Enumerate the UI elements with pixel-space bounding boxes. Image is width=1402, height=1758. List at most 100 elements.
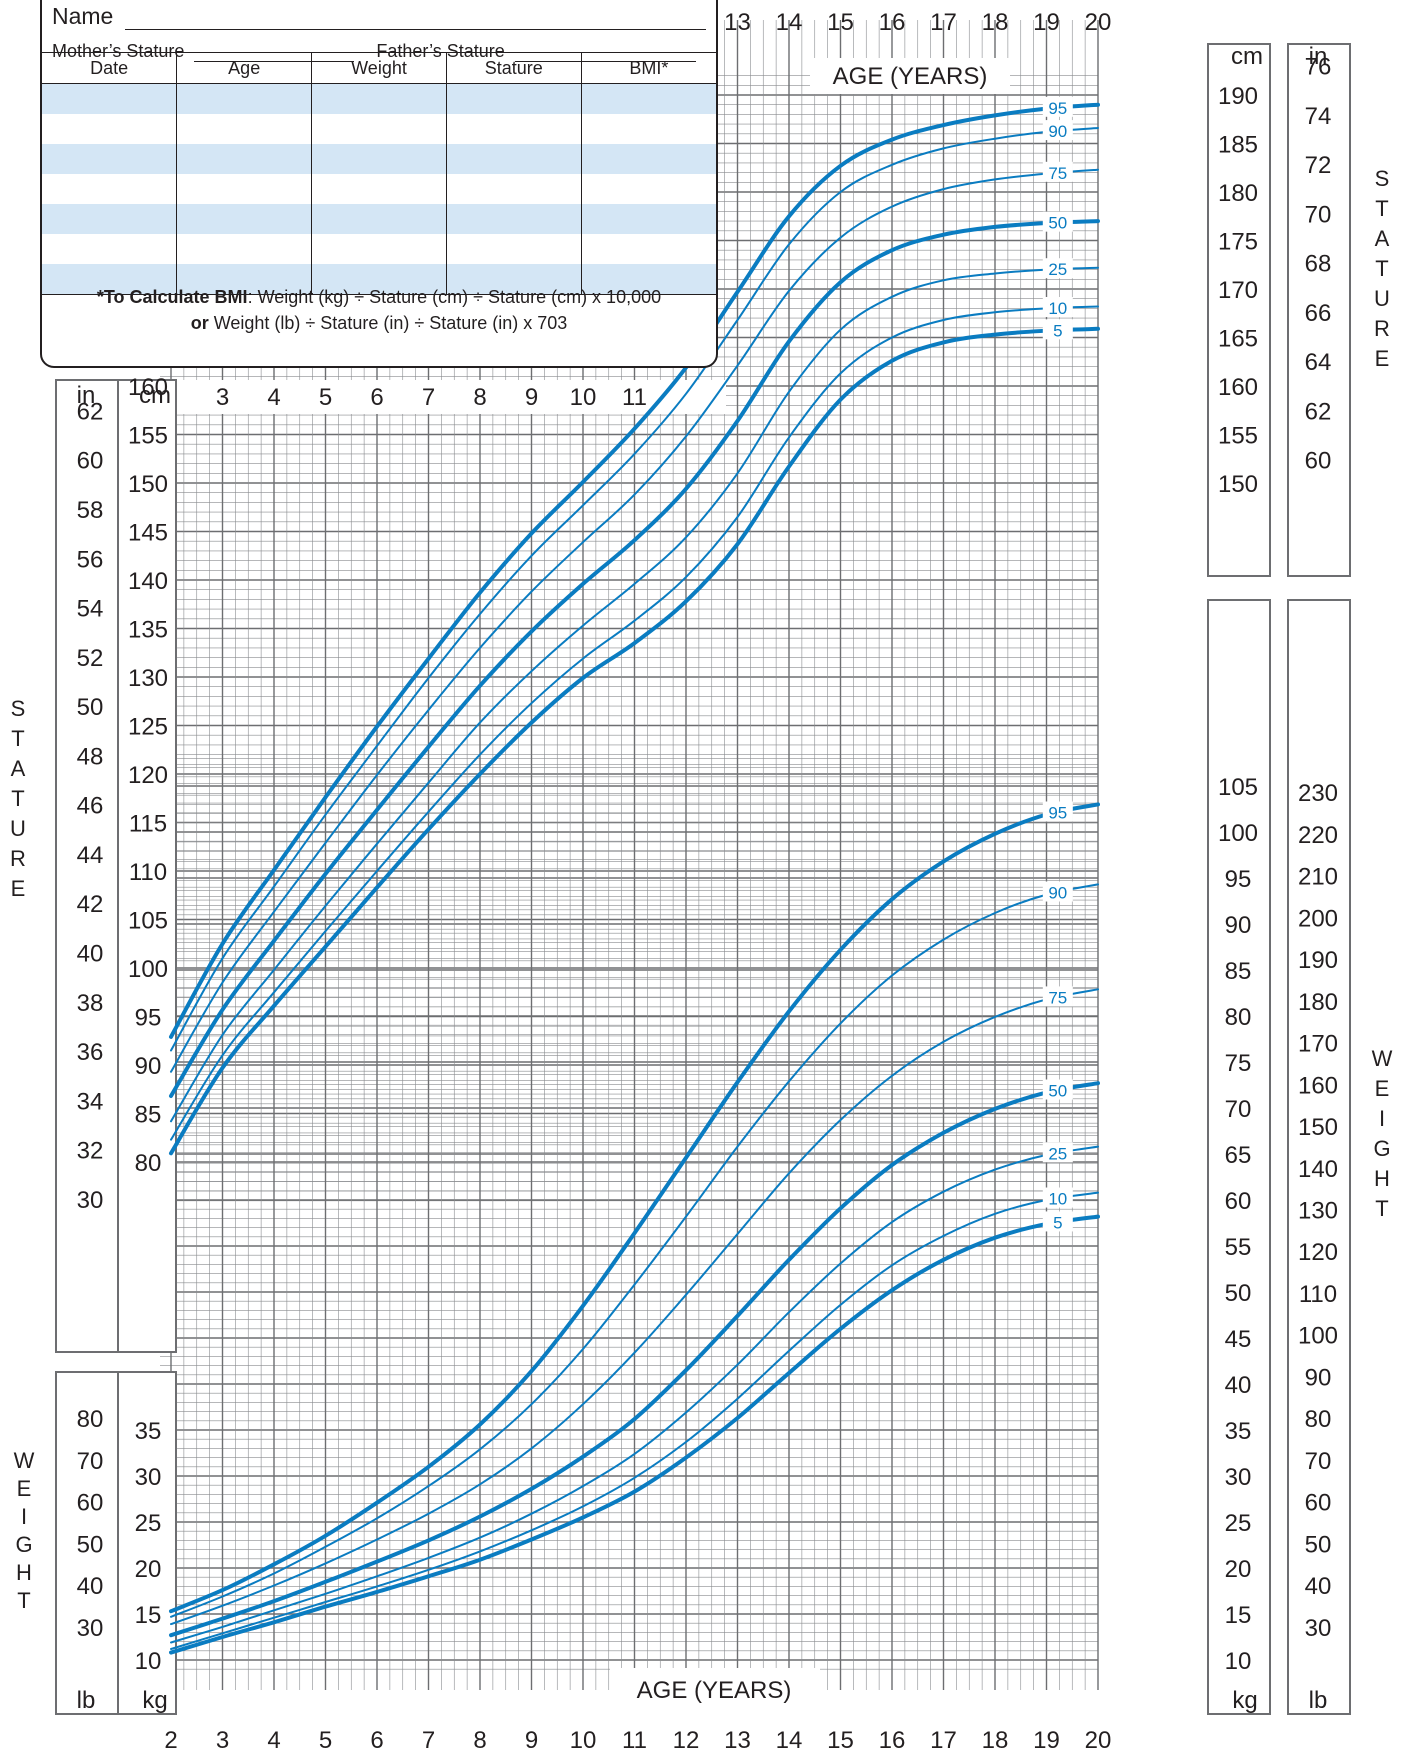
table-row [42,204,716,234]
table-cell[interactable] [580,114,716,144]
left-weight-kg-scale [117,1371,177,1715]
age-tick-bottom: 11 [622,1727,647,1754]
table-cell[interactable] [311,264,447,295]
label-bg [1220,1649,1256,1675]
table-cell[interactable] [176,264,312,295]
table-cell[interactable] [445,83,582,114]
weight-kg-tick: 10 [1225,1648,1252,1675]
stature-in-tick: 30 [77,1187,104,1214]
table-cell[interactable] [311,83,447,114]
stature-percentile-label-75: 75 [1048,164,1067,183]
label-bg [1220,1327,1256,1353]
table-cell[interactable] [42,114,177,144]
stature-cm-tick: 160 [1218,374,1258,401]
unit-lb-left: lb [77,1687,96,1714]
table-cell[interactable] [445,204,582,234]
stature-in-tick: 50 [77,694,104,721]
label-bg [1213,423,1263,450]
table-cell[interactable] [176,234,312,264]
age-tick-bottom: 17 [930,1727,957,1754]
age-tick-bottom: 2 [164,1727,177,1754]
weight-lb-tick: 50 [77,1531,104,1558]
age-tick-mid: 7 [422,384,435,411]
col-bmi: BMI* [580,52,716,84]
table-cell[interactable] [42,264,177,295]
stature-cm-tick: 175 [1218,229,1258,256]
weight-kg-tick: 35 [135,1418,162,1445]
table-cell[interactable] [311,174,447,204]
stature-in-tick: 62 [1305,398,1332,425]
weight-percentile-label-25: 25 [1048,1144,1067,1163]
table-cell[interactable] [176,144,312,174]
stature-in-tick: 34 [77,1088,104,1115]
table-cell[interactable] [445,144,582,174]
table-cell[interactable] [311,144,447,174]
bmi-or: or [190,313,209,333]
scale-fill [1289,601,1349,1713]
table-cell[interactable] [42,144,177,174]
label-bg [1220,1051,1256,1077]
right-weight-lb-scale [1287,599,1351,1715]
table-cell[interactable] [42,174,177,204]
table-cell[interactable] [580,204,716,234]
table-cell[interactable] [580,144,716,174]
table-cell[interactable] [42,234,177,264]
table-cell[interactable] [42,83,177,114]
table-cell[interactable] [176,174,312,204]
age-tick-bottom: 8 [473,1727,486,1754]
stature-in-tick: 56 [77,546,104,573]
stature-in-tick: 36 [77,1039,104,1066]
weight-curve-p95 [169,802,1100,1614]
measurement-table: Date Age Weight Stature BMI* [42,52,716,295]
table-cell[interactable] [580,234,716,264]
table-cell[interactable] [176,204,312,234]
table-cell[interactable] [445,174,582,204]
table-cell[interactable] [42,204,177,234]
age-tick-mid: 5 [319,384,332,411]
table-cell[interactable] [580,174,716,204]
stature-cm-tick: 85 [135,1102,162,1129]
weight-lb-tick: 30 [77,1615,104,1642]
weight-lb-tick: 70 [77,1448,104,1475]
age-tick-bottom: 19 [1033,1727,1060,1754]
age-tick-top: 18 [982,9,1009,36]
table-cell[interactable] [445,264,582,295]
weight-curve-p25 [170,1145,1099,1644]
table-cell[interactable] [580,264,716,295]
stature-axis-title-right-letter: T [1375,196,1388,221]
weight-kg-tick: 25 [1225,1510,1252,1537]
weight-kg-tick: 90 [1225,912,1252,939]
age-tick-top: 15 [827,9,854,36]
table-cell[interactable] [176,83,312,114]
table-cell[interactable] [176,114,312,144]
name-field[interactable] [125,9,706,30]
left-stature-cm-scale [117,379,177,1353]
table-cell[interactable] [445,114,582,144]
table-cell[interactable] [311,114,447,144]
table-cell[interactable] [311,234,447,264]
age-tick-bottom: 3 [216,1727,229,1754]
table-cell[interactable] [311,204,447,234]
stature-in-tick: 62 [77,398,104,425]
label-bg [1213,375,1263,401]
age-label-band [106,380,726,414]
label-bg [1220,1419,1256,1445]
col-date: Date [42,52,177,84]
age-tick-bottom: 16 [879,1727,906,1754]
table-cell[interactable] [580,83,716,114]
table-cell[interactable] [445,234,582,264]
stature-cm-tick: 170 [1218,277,1258,304]
age-tick-top: 17 [930,9,957,36]
stature-axis-title-left-letter: E [11,876,26,901]
unit-lb-right: lb [1309,1687,1328,1714]
label-bg [1213,472,1263,498]
weight-lb-tick: 200 [1298,905,1338,932]
percentile-label-bg [1042,1211,1073,1232]
percentile-curves [169,102,1100,1655]
age-tick-mid: 8 [473,384,486,411]
weight-lb-tick: 140 [1298,1156,1338,1183]
scale-fill [119,381,175,1351]
weight-lb-tick: 130 [1298,1197,1338,1224]
age-axis-title-bottom: AGE (YEARS) [637,1677,792,1704]
stature-cm-tick: 130 [128,665,168,692]
